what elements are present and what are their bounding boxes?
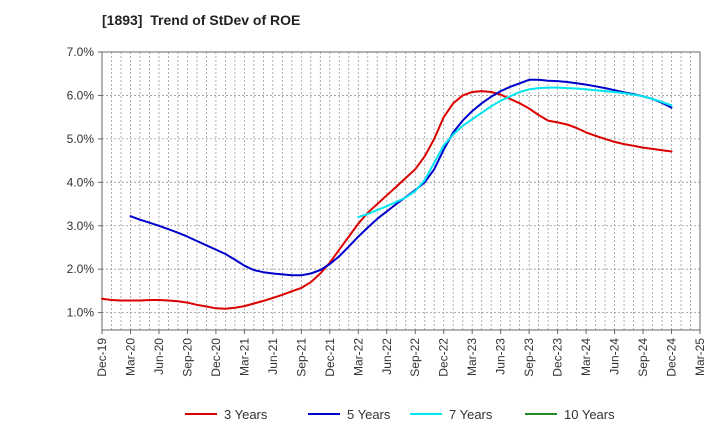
x-tick-label: Sep-24 <box>636 338 650 377</box>
y-tick-label: 7.0% <box>67 45 95 59</box>
series-line-1 <box>101 90 673 310</box>
x-tick-label: Mar-25 <box>693 338 707 376</box>
y-tick-label: 4.0% <box>67 175 95 189</box>
series-lines <box>101 78 673 310</box>
x-tick-label: Mar-23 <box>465 338 479 376</box>
x-tick-label: Mar-20 <box>123 338 137 376</box>
x-tick-label: Jun-20 <box>152 338 166 375</box>
x-tick-label: Dec-22 <box>437 338 451 377</box>
x-tick-label: Sep-23 <box>522 338 536 377</box>
x-tick-label: Dec-20 <box>209 338 223 377</box>
x-tick-label: Dec-21 <box>323 338 337 377</box>
legend-label-3: 7 Years <box>449 407 493 422</box>
x-tick-label: Mar-21 <box>237 338 251 376</box>
chart-title: [1893] Trend of StDev of ROE <box>102 12 301 28</box>
x-tick-label: Dec-24 <box>665 338 679 377</box>
legend-label-2: 5 Years <box>347 407 391 422</box>
axes: 1.0% 2.0% 3.0% 4.0% 5.0% 6.0% 7.0% Dec-19 Mar-20… <box>67 45 707 377</box>
plot-area <box>102 52 700 330</box>
y-tick-label: 5.0% <box>67 132 95 146</box>
y-tick-label: 1.0% <box>67 306 95 320</box>
x-tick-label: Sep-21 <box>294 338 308 377</box>
y-tick-label: 6.0% <box>67 88 95 102</box>
x-tick-label: Jun-24 <box>608 338 622 375</box>
plot-border <box>101 51 701 331</box>
x-tick-label: Jun-21 <box>266 338 280 375</box>
x-tick-label: Sep-22 <box>408 338 422 377</box>
x-tick-label: Jun-22 <box>380 338 394 375</box>
plot-background <box>102 52 700 330</box>
legend-label-4: 10 Years <box>564 407 615 422</box>
x-tick-label: Mar-22 <box>351 338 365 376</box>
x-tick-label: Sep-20 <box>180 338 194 377</box>
legend: 3 Years 5 Years 7 Years 10 Years <box>185 407 615 422</box>
series-line-3 <box>357 86 673 219</box>
y-tick-label: 2.0% <box>67 262 95 276</box>
x-tick-label: Dec-23 <box>551 338 565 377</box>
x-tick-label: Dec-19 <box>95 338 109 377</box>
legend-label-1: 3 Years <box>224 407 268 422</box>
x-tick-label: Jun-23 <box>494 338 508 375</box>
y-tick-label: 3.0% <box>67 219 95 233</box>
x-tick-label: Mar-24 <box>579 338 593 376</box>
